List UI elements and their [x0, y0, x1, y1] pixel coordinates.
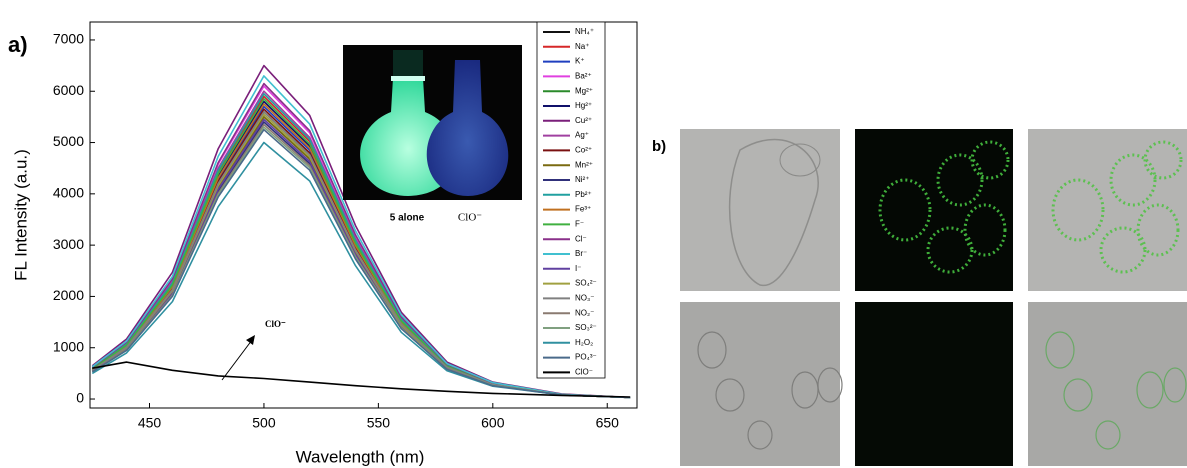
y-tick-label: 2000 — [53, 287, 84, 303]
legend-label: Hg²⁺ — [575, 101, 592, 110]
legend-box — [536, 21, 606, 379]
inset-label: ClO⁻ — [458, 212, 482, 224]
panel-label: a) — [8, 32, 28, 57]
y-tick-label: 6000 — [53, 82, 84, 98]
legend-label: Mn²⁺ — [575, 160, 593, 169]
series-line — [91, 128, 631, 399]
series-line — [91, 75, 631, 399]
y-tick-label: 7000 — [53, 31, 84, 47]
legend-label: SO₃²⁻ — [575, 323, 597, 332]
inset-photo — [343, 45, 522, 200]
microscopy-panels — [680, 129, 1187, 466]
legend-label: NO₃⁻ — [575, 294, 594, 303]
x-axis-label: Wavelength (nm) — [296, 447, 425, 466]
legend-label: Fe³⁺ — [575, 205, 591, 214]
plot-frame — [89, 21, 638, 409]
y-tick-label: 4000 — [53, 185, 84, 201]
legend-label: NO₂⁻ — [575, 308, 594, 317]
x-tick-label: 550 — [367, 415, 391, 431]
inset-label: 5 alone — [390, 213, 425, 224]
legend: NH₄⁺ Na⁺ K⁺ Ba²⁺ Mg²⁺ Hg²⁺ Cu²⁺ Ag⁺ Co²⁺ Mn²⁺ Ni²⁺… — [543, 27, 597, 377]
legend-label: I⁻ — [575, 264, 581, 273]
legend-label: Ni²⁺ — [575, 175, 589, 184]
y-axis-label: FL Intensity (a.u.) — [11, 149, 30, 281]
y-tick-label: 5000 — [53, 133, 84, 149]
legend-label: F⁻ — [575, 220, 584, 229]
legend-label: Pb²⁺ — [575, 190, 592, 199]
panel-label: b) — [652, 138, 666, 155]
annotation-arrow — [221, 335, 255, 381]
legend-label: SO₄²⁻ — [575, 279, 597, 288]
legend-label: Br⁻ — [575, 249, 587, 258]
legend-label: Ag⁺ — [575, 131, 589, 140]
y-tick-label: 1000 — [53, 338, 84, 354]
legend-label: NH₄⁺ — [575, 27, 594, 36]
y-tick-label: 3000 — [53, 236, 84, 252]
legend-label: PO₄³⁻ — [575, 353, 597, 362]
legend-label: H₂O₂ — [575, 338, 593, 347]
annotation: ClO⁻ — [265, 319, 286, 329]
x-tick-label: 500 — [252, 415, 276, 431]
legend-label: Mg²⁺ — [575, 86, 593, 95]
legend-label: ClO⁻ — [575, 368, 593, 377]
legend-label: Na⁺ — [575, 42, 589, 51]
series-line — [92, 361, 631, 398]
legend-label: Cu²⁺ — [575, 116, 592, 125]
x-tick-label: 450 — [138, 415, 162, 431]
x-tick-label: 650 — [596, 415, 620, 431]
x-tick-label: 600 — [481, 415, 505, 431]
legend-label: Cl⁻ — [575, 234, 587, 243]
y-tick-label: 0 — [76, 390, 84, 406]
plot-area: 0 1000 2000 3000 4000 5000 6000 7000 450 500 550 60… — [53, 21, 638, 431]
legend-label: K⁺ — [575, 57, 585, 66]
legend-label: Co²⁺ — [575, 146, 592, 155]
legend-label: Ba²⁺ — [575, 72, 592, 81]
